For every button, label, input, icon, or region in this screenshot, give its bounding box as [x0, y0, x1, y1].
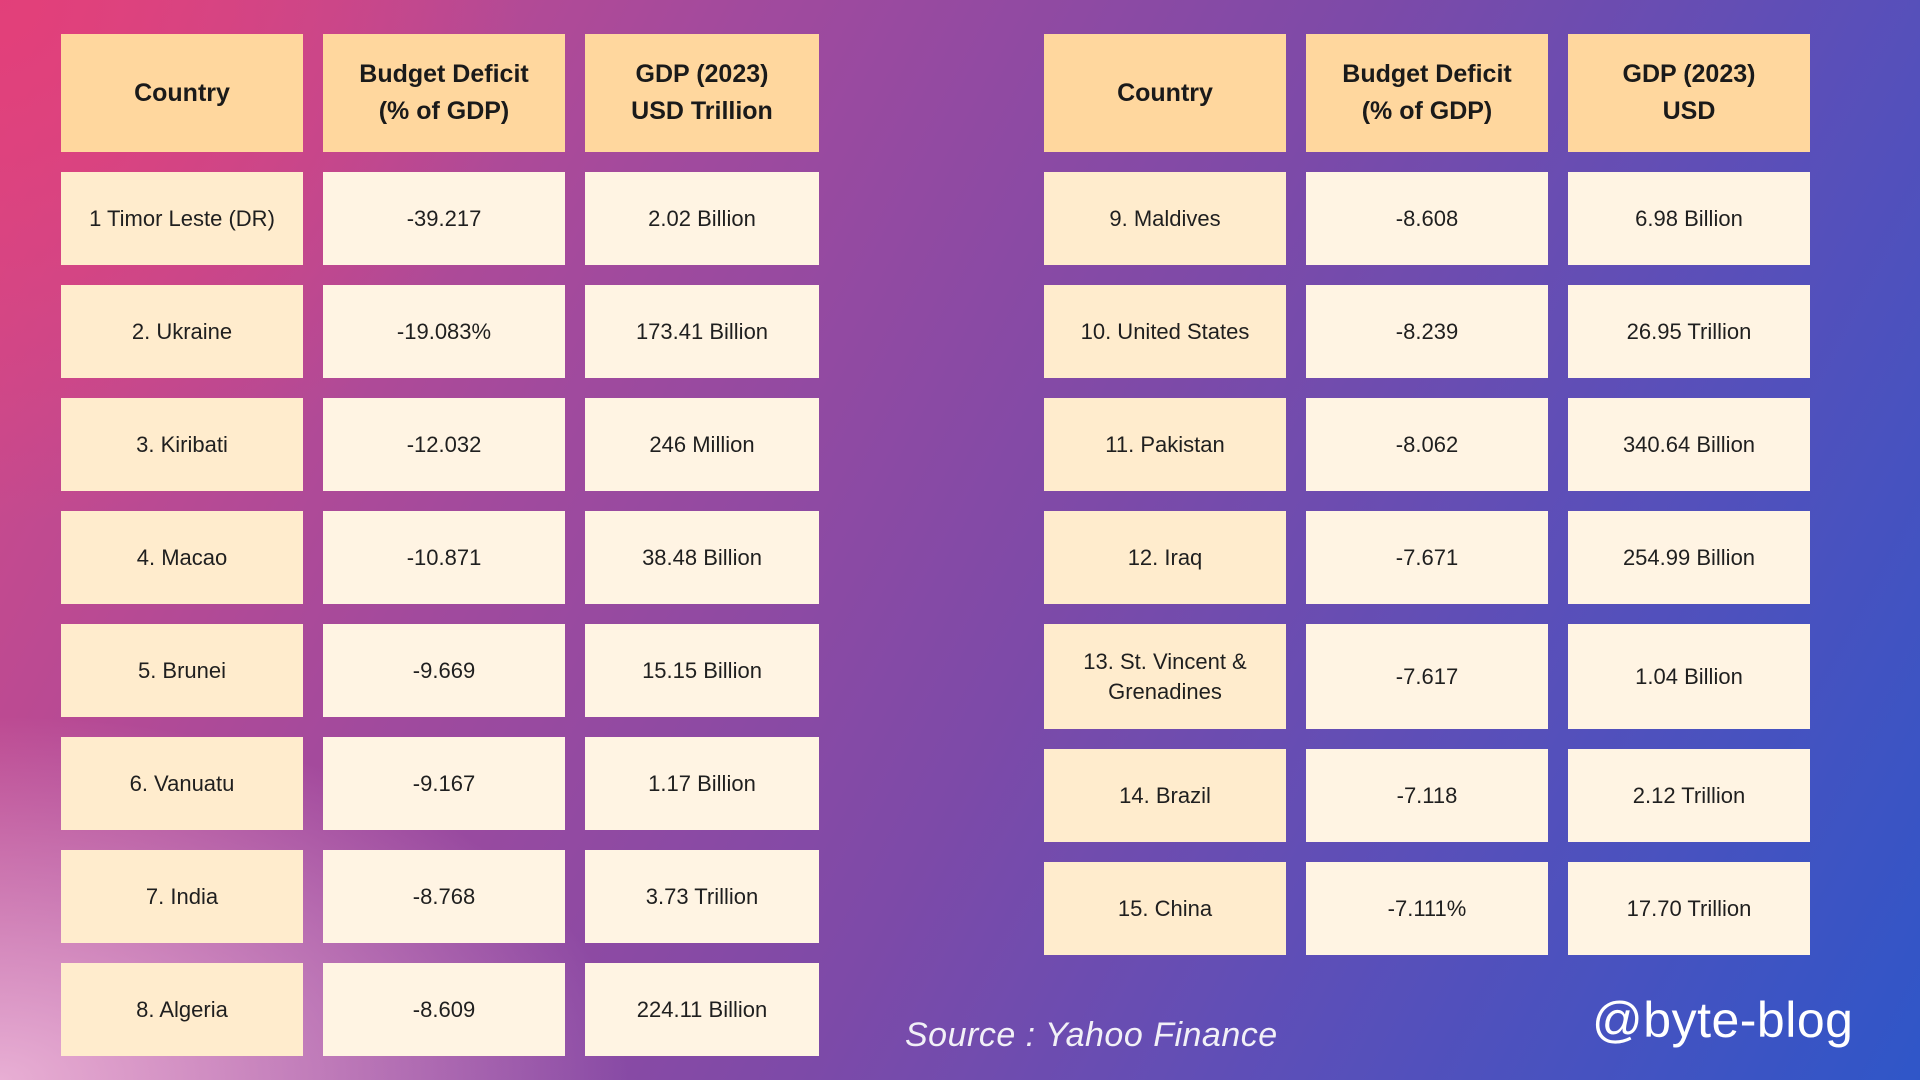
budget-deficit-cell: -10.871 [323, 511, 565, 604]
budget-deficit-cell: -8.608 [1306, 172, 1548, 265]
budget-deficit-cell: -8.239 [1306, 285, 1548, 378]
budget-deficit-cell: -7.111% [1306, 862, 1548, 955]
table-row: 7. India -8.768 3.73 Trillion [61, 850, 819, 943]
table-row: 13. St. Vincent & Grenadines -7.617 1.04 Bi… [1044, 624, 1810, 729]
gdp-cell: 17.70 Trillion [1568, 862, 1810, 955]
country-cell: 8. Algeria [61, 963, 303, 1056]
gdp-cell: 15.15 Billion [585, 624, 819, 717]
column-header-country: Country [61, 34, 303, 152]
budget-deficit-cell: -7.617 [1306, 624, 1548, 729]
gdp-cell: 254.99 Billion [1568, 511, 1810, 604]
table-row: 10. United States -8.239 26.95 Trillion [1044, 285, 1810, 378]
country-cell: 7. India [61, 850, 303, 943]
country-cell: 14. Brazil [1044, 749, 1286, 842]
gdp-cell: 224.11 Billion [585, 963, 819, 1056]
table-row: 15. China -7.111% 17.70 Trillion [1044, 862, 1810, 955]
gdp-cell: 6.98 Billion [1568, 172, 1810, 265]
budget-deficit-cell: -8.609 [323, 963, 565, 1056]
left-table-header-row: Country Budget Deficit (% of GDP) GDP (2023… [61, 34, 819, 152]
table-row: 6. Vanuatu -9.167 1.17 Billion [61, 737, 819, 830]
country-cell: 6. Vanuatu [61, 737, 303, 830]
gdp-cell: 340.64 Billion [1568, 398, 1810, 491]
budget-deficit-cell: -19.083% [323, 285, 565, 378]
country-cell: 4. Macao [61, 511, 303, 604]
gdp-cell: 2.02 Billion [585, 172, 819, 265]
author-handle: @byte-blog [1592, 992, 1854, 1048]
budget-deficit-cell: -8.062 [1306, 398, 1548, 491]
right-table: Country Budget Deficit (% of GDP) GDP (2023… [1044, 34, 1810, 975]
column-header-gdp: GDP (2023) USD [1568, 34, 1810, 152]
budget-deficit-cell: -9.669 [323, 624, 565, 717]
table-row: 1 Timor Leste (DR) -39.217 2.02 Billion [61, 172, 819, 265]
budget-deficit-cell: -12.032 [323, 398, 565, 491]
country-cell: 1 Timor Leste (DR) [61, 172, 303, 265]
budget-deficit-cell: -9.167 [323, 737, 565, 830]
budget-deficit-cell: -8.768 [323, 850, 565, 943]
gdp-cell: 2.12 Trillion [1568, 749, 1810, 842]
table-row: 2. Ukraine -19.083% 173.41 Billion [61, 285, 819, 378]
country-cell: 9. Maldives [1044, 172, 1286, 265]
table-row: 3. Kiribati -12.032 246 Million [61, 398, 819, 491]
column-header-budget-deficit: Budget Deficit (% of GDP) [1306, 34, 1548, 152]
country-cell: 10. United States [1044, 285, 1286, 378]
table-row: 12. Iraq -7.671 254.99 Billion [1044, 511, 1810, 604]
country-cell: 15. China [1044, 862, 1286, 955]
table-row: 9. Maldives -8.608 6.98 Billion [1044, 172, 1810, 265]
country-cell: 12. Iraq [1044, 511, 1286, 604]
budget-deficit-cell: -7.118 [1306, 749, 1548, 842]
gdp-cell: 26.95 Trillion [1568, 285, 1810, 378]
right-table-header-row: Country Budget Deficit (% of GDP) GDP (2023… [1044, 34, 1810, 152]
column-header-country: Country [1044, 34, 1286, 152]
gdp-cell: 246 Million [585, 398, 819, 491]
column-header-budget-deficit: Budget Deficit (% of GDP) [323, 34, 565, 152]
country-cell: 13. St. Vincent & Grenadines [1044, 624, 1286, 729]
table-row: 8. Algeria -8.609 224.11 Billion [61, 963, 819, 1056]
table-row: 11. Pakistan -8.062 340.64 Billion [1044, 398, 1810, 491]
budget-deficit-cell: -39.217 [323, 172, 565, 265]
budget-deficit-cell: -7.671 [1306, 511, 1548, 604]
country-cell: 5. Brunei [61, 624, 303, 717]
gdp-cell: 1.17 Billion [585, 737, 819, 830]
country-cell: 3. Kiribati [61, 398, 303, 491]
column-header-gdp: GDP (2023) USD Trillion [585, 34, 819, 152]
table-row: 4. Macao -10.871 38.48 Billion [61, 511, 819, 604]
country-cell: 2. Ukraine [61, 285, 303, 378]
gdp-cell: 38.48 Billion [585, 511, 819, 604]
gdp-cell: 1.04 Billion [1568, 624, 1810, 729]
table-row: 14. Brazil -7.118 2.12 Trillion [1044, 749, 1810, 842]
gdp-cell: 173.41 Billion [585, 285, 819, 378]
source-caption: Source : Yahoo Finance [905, 1016, 1278, 1054]
country-cell: 11. Pakistan [1044, 398, 1286, 491]
gdp-cell: 3.73 Trillion [585, 850, 819, 943]
table-row: 5. Brunei -9.669 15.15 Billion [61, 624, 819, 717]
left-table: Country Budget Deficit (% of GDP) GDP (2023… [61, 34, 819, 1076]
